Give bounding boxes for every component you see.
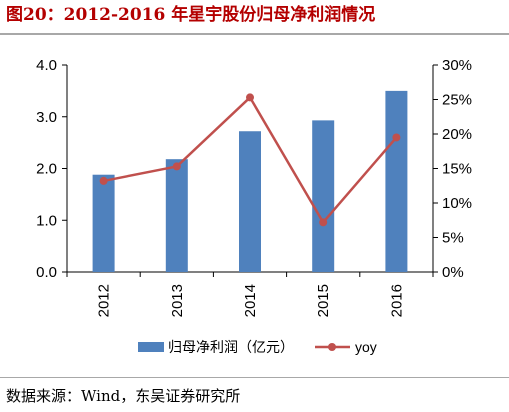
left-tick-label: 3.0 (36, 109, 57, 126)
chart-title: 图20：2012-2016 年星宇股份归母净利润情况 (6, 5, 376, 25)
chart-svg: 0.0 1.0 2.0 3.0 4.0 0% 5% 10% 15% 20% 25% 30% 2012 20… (36, 57, 472, 355)
yoy-point (319, 218, 328, 227)
x-tick-label: 2016 (388, 284, 405, 317)
bar (239, 131, 261, 272)
legend-bar-label: 归母净利润（亿元） (168, 339, 294, 355)
bar (312, 120, 335, 272)
right-tick-label: 0% (442, 264, 464, 281)
x-tick-label: 2014 (242, 284, 259, 317)
footer-divider (0, 377, 509, 378)
yoy-point (172, 162, 181, 171)
title-divider (0, 33, 509, 35)
right-tick-label: 10% (442, 195, 472, 212)
yoy-point (392, 133, 401, 142)
right-tick-label: 5% (442, 230, 464, 247)
legend-bar-swatch (138, 342, 164, 352)
left-tick-label: 1.0 (36, 212, 57, 229)
legend-line-marker (328, 343, 336, 351)
right-tick-label: 20% (442, 126, 472, 143)
legend-line-label: yoy (355, 339, 377, 355)
bar (92, 174, 115, 272)
bar (165, 159, 188, 272)
bar (385, 90, 408, 272)
left-tick-label: 0.0 (36, 264, 57, 281)
x-tick-label: 2013 (169, 284, 186, 317)
right-tick-label: 25% (442, 92, 472, 109)
yoy-point (99, 176, 108, 185)
x-tick-label: 2012 (96, 284, 113, 317)
right-tick-label: 30% (442, 57, 472, 74)
left-tick-label: 4.0 (36, 57, 57, 74)
data-source-note: 数据来源：Wind，东吴证券研究所 (6, 387, 241, 405)
left-tick-label: 2.0 (36, 161, 57, 178)
yoy-point (246, 93, 254, 102)
right-tick-label: 15% (442, 161, 472, 178)
x-tick-label: 2015 (315, 284, 332, 317)
